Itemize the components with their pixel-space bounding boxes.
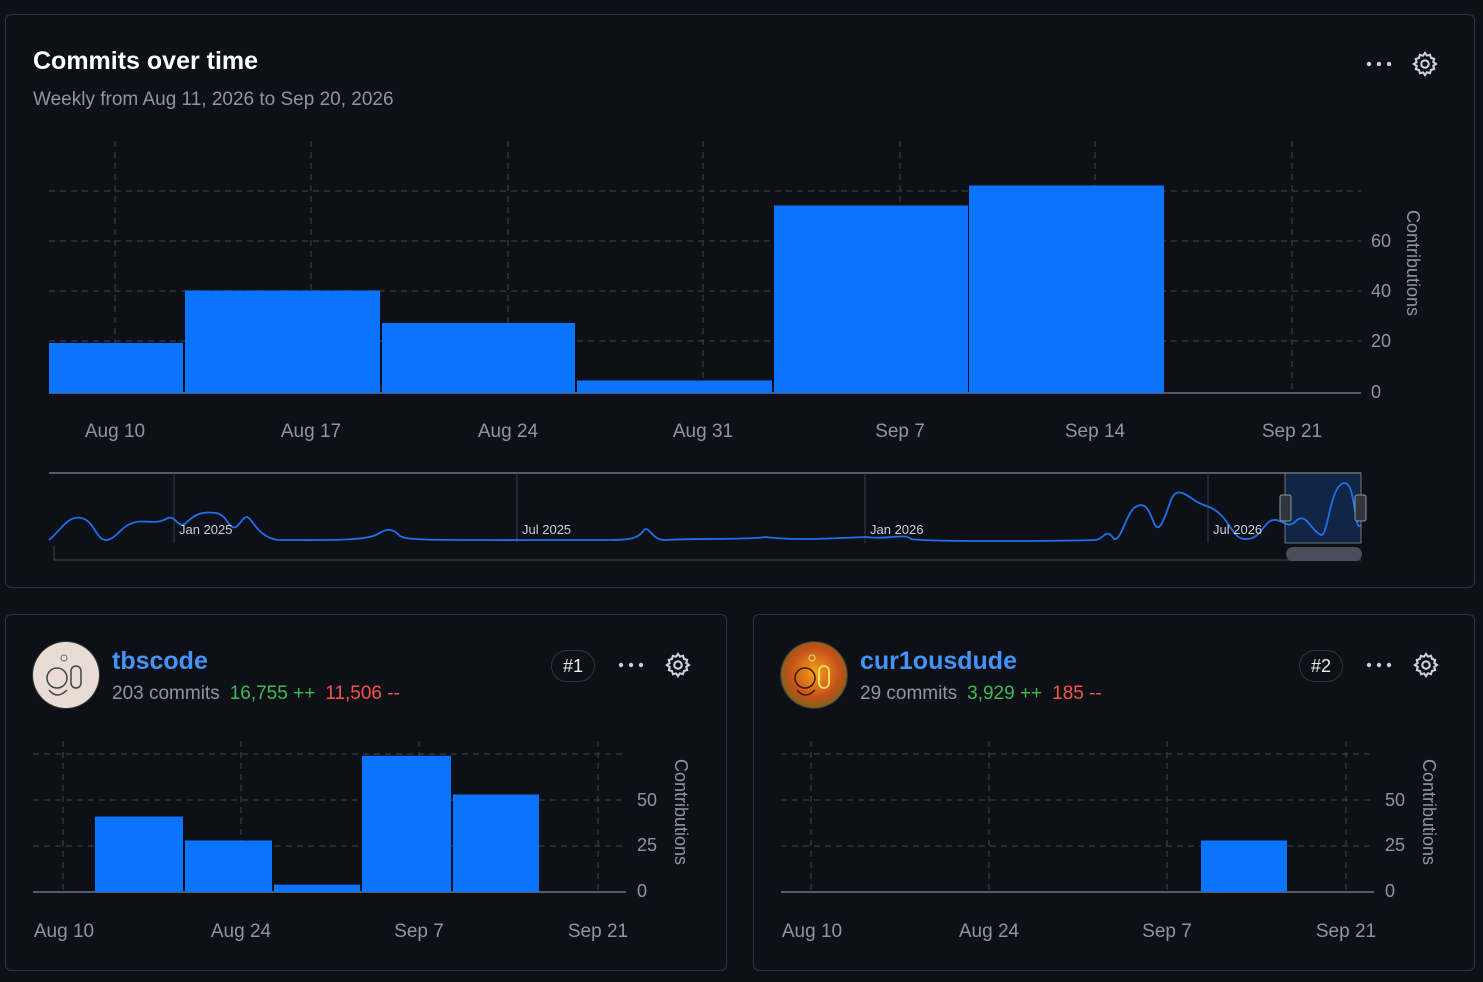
contributor-stats: 29 commits 3,929 ++ 185 -- (860, 683, 1102, 705)
overview-label: Jul 2025 (522, 522, 571, 537)
rank-badge: #1 (551, 650, 596, 682)
main-bars (49, 185, 1164, 393)
contributor-card-cur1ousdude: cur1ousdude 29 commits 3,929 ++ 185 -- #2 … (753, 614, 1475, 971)
y-tick-label: 0 (1385, 881, 1395, 901)
gear-icon[interactable] (1410, 49, 1440, 79)
overview-label: Jan 2026 (870, 522, 924, 537)
chart-bar (362, 755, 451, 892)
commits-over-time-panel: Commits over time Weekly from Aug 11, 20… (5, 14, 1475, 588)
chart-bar (95, 816, 183, 892)
x-tick-label: Aug 31 (673, 421, 733, 442)
additions-count: 16,755 ++ (229, 683, 316, 704)
x-tick-label: Sep 14 (1065, 421, 1126, 442)
chart-bar (969, 185, 1164, 393)
kebab-horizontal-icon[interactable] (1364, 49, 1394, 79)
x-tick-label: Aug 24 (478, 421, 539, 442)
x-tick-label: Aug 10 (782, 921, 842, 942)
x-tick-label: Sep 21 (568, 921, 628, 942)
main-bar-chart: 60 40 20 0 Contributions Aug 10 Aug 17 A… (48, 141, 1423, 561)
chart-bar (774, 205, 968, 393)
chart-bar (382, 323, 575, 393)
x-tick-label: Aug 10 (34, 921, 94, 942)
overview-label: Jan 2025 (179, 522, 233, 537)
y-tick-label: 40 (1371, 281, 1391, 301)
overview-sparkline (48, 482, 1362, 542)
y-tick-label: 20 (1371, 331, 1391, 351)
chart-bar (185, 290, 380, 393)
x-tick-label: Sep 21 (1262, 421, 1322, 442)
contributor-username[interactable]: cur1ousdude (860, 647, 1017, 675)
y-tick-label: 25 (1385, 835, 1405, 855)
chart-bar (453, 794, 539, 892)
x-tick-label: Sep 7 (394, 921, 444, 942)
kebab-horizontal-icon[interactable] (616, 650, 646, 680)
x-tick-label: Sep 7 (875, 421, 925, 442)
x-tick-label: Sep 7 (1142, 921, 1192, 942)
chart-bar (49, 343, 183, 393)
y-tick-label: 0 (1371, 382, 1381, 402)
contributor-bars (95, 755, 539, 892)
x-tick-label: Aug 24 (959, 921, 1020, 942)
kebab-horizontal-icon[interactable] (1364, 650, 1394, 680)
contributor-stats: 203 commits 16,755 ++ 11,506 -- (112, 683, 400, 705)
y-tick-label: 0 (637, 881, 647, 901)
contributor-username[interactable]: tbscode (112, 647, 208, 675)
deletions-count: 11,506 -- (325, 683, 400, 704)
y-tick-label: 50 (637, 790, 657, 810)
deletions-count: 185 -- (1052, 683, 1102, 704)
commit-count: 29 commits (860, 683, 958, 704)
chart-bar (185, 840, 272, 892)
x-tick-label: Aug 10 (85, 421, 145, 442)
chart-bar (1201, 840, 1287, 892)
x-tick-label: Sep 21 (1316, 921, 1376, 942)
contributor-card-tbscode: tbscode 203 commits 16,755 ++ 11,506 -- #1… (5, 614, 727, 971)
chart-bar (577, 380, 772, 393)
overview-navigator[interactable]: Jan 2025 Jul 2025 Jan 2026 Jul 2026 (48, 472, 1367, 561)
panel-subtitle: Weekly from Aug 11, 2026 to Sep 20, 2026 (33, 89, 394, 110)
avatar[interactable] (780, 641, 848, 709)
y-axis-label: Contributions (1419, 759, 1439, 865)
chart-bar (274, 884, 360, 892)
overview-scrollbar-thumb[interactable] (1286, 547, 1362, 561)
panel-title: Commits over time (33, 47, 259, 75)
y-axis-label: Contributions (1403, 210, 1423, 316)
x-tick-label: Aug 17 (281, 421, 341, 442)
avatar[interactable] (32, 641, 100, 709)
y-tick-label: 50 (1385, 790, 1405, 810)
rank-badge: #2 (1299, 650, 1344, 682)
overview-label: Jul 2026 (1213, 522, 1262, 537)
gear-icon[interactable] (1411, 650, 1441, 680)
x-tick-label: Aug 24 (211, 921, 272, 942)
y-tick-label: 25 (637, 835, 657, 855)
y-axis-label: Contributions (671, 759, 691, 865)
contributor-bars (1201, 840, 1287, 892)
y-tick-label: 60 (1371, 231, 1391, 251)
commit-count: 203 commits (112, 683, 220, 704)
additions-count: 3,929 ++ (967, 683, 1043, 704)
contributor-bar-chart: 50 25 0 Contributions Aug 10 Aug 24 Sep … (781, 741, 1439, 942)
contributor-bar-chart: 50 25 0 Contributions Aug 10 Aug 24 Sep … (33, 741, 691, 942)
gear-icon[interactable] (663, 650, 693, 680)
